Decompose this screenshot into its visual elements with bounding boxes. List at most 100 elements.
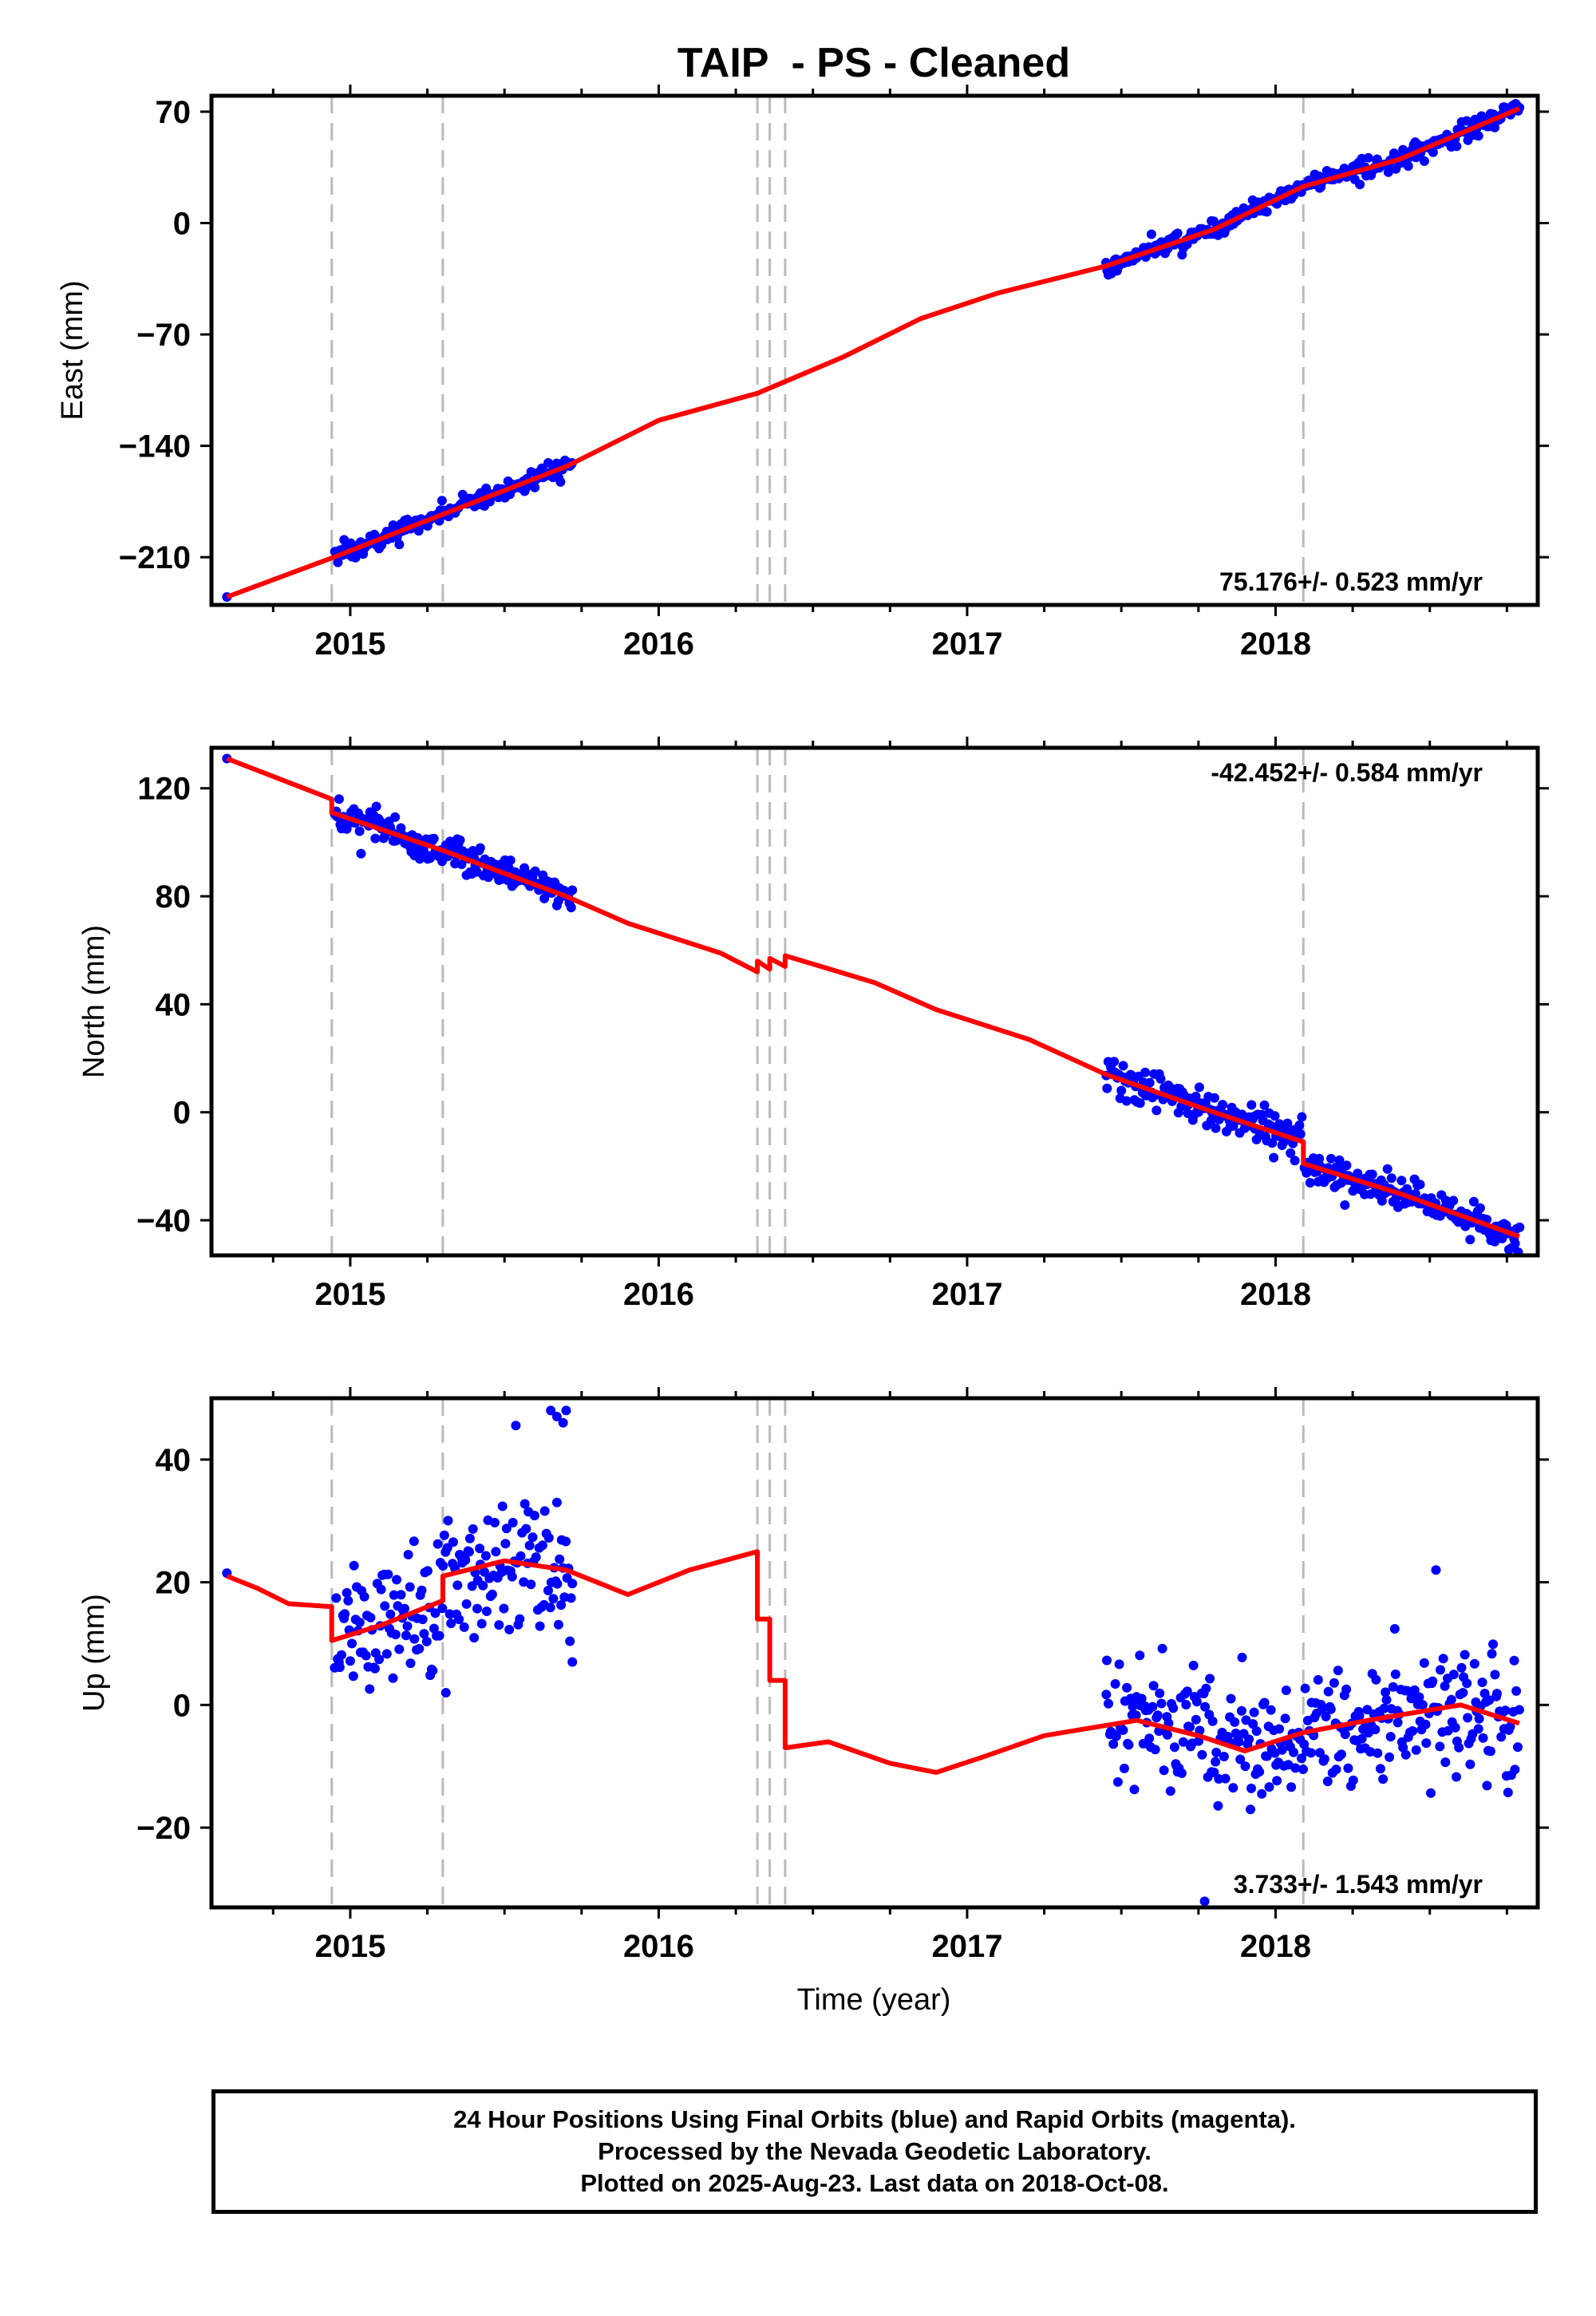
data-point [1317,1704,1327,1714]
data-point [1188,1660,1199,1670]
data-point [1148,1701,1158,1712]
data-point [1381,1687,1391,1697]
data-point [545,1603,555,1613]
data-point [414,1643,425,1654]
data-point [1440,1681,1450,1691]
data-point [429,833,439,844]
data-point [1235,1754,1246,1765]
data-point [1488,1639,1498,1650]
data-point [551,1412,562,1422]
y-tick-label: 40 [156,987,192,1022]
data-point [1267,1138,1278,1148]
data-point [1306,1748,1316,1758]
data-point [1270,1111,1280,1121]
data-point [371,801,381,812]
data-point [1354,1710,1365,1721]
data-point [566,1593,576,1603]
data-point [1121,1096,1132,1106]
data-point [507,1571,517,1582]
data-point [1436,1665,1445,1675]
data-point [1365,1747,1376,1757]
data-point [409,1634,420,1644]
data-point [1129,1784,1140,1795]
data-point [566,903,576,913]
data-point [484,872,493,883]
data-point [1428,1676,1438,1686]
data-point [1168,1703,1179,1713]
x-tick-label: 2015 [314,1277,385,1312]
x-tick-label: 2017 [931,626,1002,662]
plot-area-north [222,748,1525,1255]
data-point [472,1603,482,1614]
data-point [461,1599,472,1609]
data-point [1270,1748,1280,1758]
data-point [1289,1747,1299,1757]
data-point [1286,1148,1296,1158]
data-point [1112,1777,1123,1787]
data-point [331,1593,342,1603]
x-tick-label: 2017 [931,1277,1002,1312]
data-point [543,1586,553,1595]
data-point [553,1619,563,1630]
data-point [448,1537,458,1547]
data-points-up [222,1405,1524,1907]
data-point [1468,1196,1479,1207]
data-point [1176,1768,1187,1778]
data-point [1353,1168,1363,1179]
data-point [394,539,405,550]
data-point [565,1636,575,1646]
data-point [1118,1061,1128,1071]
data-point [1148,1681,1159,1691]
data-point [1201,1683,1211,1694]
data-point [1246,1100,1257,1110]
data-point [1363,152,1373,163]
data-point [1421,1738,1432,1749]
caption-line-1: 24 Hour Positions Using Final Orbits (bl… [453,2105,1296,2133]
data-point [1403,161,1413,172]
data-point [1156,1073,1166,1084]
data-point [1251,1726,1262,1737]
data-point [539,1506,550,1516]
panel-east: 2015 2016 2017 2018 70 0 −70 −140 −210 East (mm) 7… [56,85,1549,662]
model-fit-line [226,1549,1520,1775]
data-point [1456,1662,1467,1673]
data-point [468,1524,478,1534]
data-point [469,1633,480,1643]
data-point [417,1585,427,1595]
data-point [454,1614,464,1625]
y-tick-label: 80 [156,879,192,915]
data-point [511,1421,521,1431]
data-point [1386,1173,1396,1184]
data-point [1446,1694,1456,1705]
data-point [1297,1753,1306,1764]
data-point [430,1608,440,1618]
data-point [1102,1083,1112,1093]
data-point [1367,1169,1377,1180]
data-point [340,1609,350,1619]
data-point [1474,1713,1484,1724]
data-point [1448,1196,1459,1206]
data-point [1206,1116,1216,1125]
data-point [1199,1896,1210,1907]
data-point [403,1550,413,1559]
data-point [1211,1123,1221,1133]
data-point [1266,1705,1276,1715]
data-point [1357,1733,1367,1744]
data-point [1254,1767,1265,1777]
data-point [1321,1711,1331,1721]
y-axis-label: Up (mm) [77,1594,111,1712]
data-point [1313,1674,1323,1685]
data-point [1419,1658,1429,1668]
data-point [567,1657,578,1667]
data-point [1396,1176,1407,1186]
data-point [555,1554,565,1564]
data-point [1417,1700,1428,1710]
data-point [1393,1717,1403,1728]
data-point [421,1636,432,1646]
data-point [1144,1733,1155,1744]
data-point [526,1579,536,1590]
data-point [481,1607,492,1616]
data-point [504,1624,515,1634]
data-point [1194,1082,1204,1093]
data-point [1314,1153,1325,1164]
